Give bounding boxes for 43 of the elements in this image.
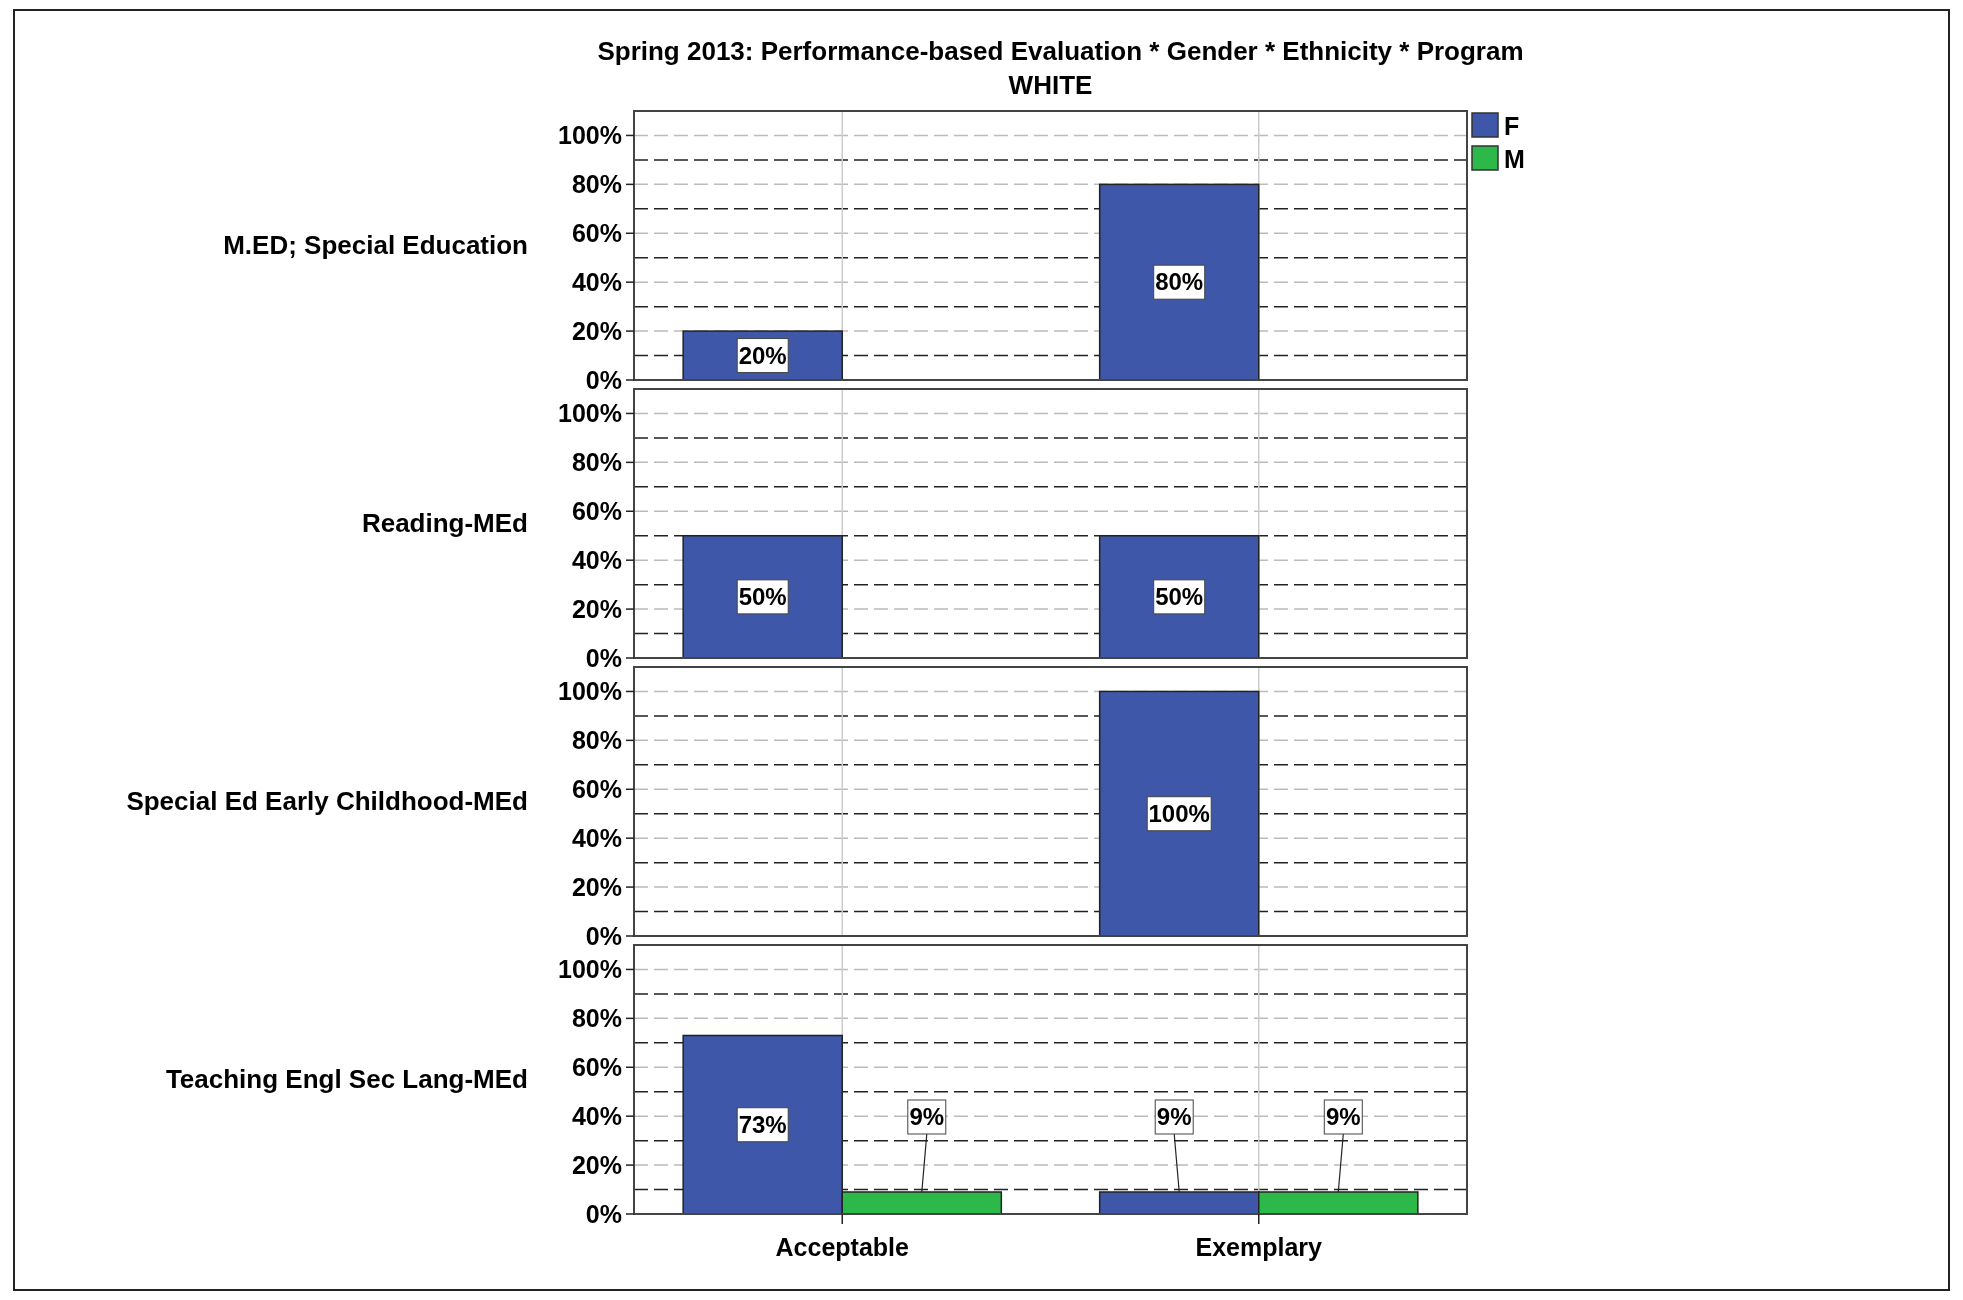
- y-tick-label: 100%: [558, 399, 622, 428]
- y-tick-label: 100%: [558, 955, 622, 984]
- data-label: 80%: [1155, 268, 1204, 296]
- y-tick-label: 0%: [585, 366, 622, 394]
- y-tick-label: 80%: [571, 448, 622, 477]
- y-tick-label: 60%: [571, 497, 622, 526]
- y-tick-label: 100%: [558, 677, 622, 706]
- y-tick-label: 80%: [571, 1004, 622, 1033]
- y-tick-label: 0%: [585, 922, 622, 950]
- y-tick-label: 100%: [558, 121, 622, 150]
- y-tick-label: 40%: [571, 824, 622, 853]
- data-label: 50%: [738, 582, 787, 610]
- data-label: 100%: [1148, 799, 1210, 827]
- y-tick-label: 80%: [571, 726, 622, 755]
- y-axis-title: Teaching Engl Sec Lang-MEd: [165, 1063, 528, 1094]
- x-tick-label: Acceptable: [775, 1233, 910, 1261]
- data-label: 9%: [1325, 1102, 1361, 1130]
- chart-title: Spring 2013: Performance-based Evaluation * Gender * Ethnicity * Program: [597, 36, 1524, 66]
- y-tick-label: 60%: [571, 775, 622, 804]
- chart-subtitle: WHITE: [1008, 70, 1093, 100]
- data-label: 9%: [1156, 1102, 1192, 1130]
- y-tick-label: 60%: [571, 1053, 622, 1082]
- y-tick-label: 20%: [571, 595, 622, 624]
- x-tick-label: Exemplary: [1195, 1233, 1323, 1261]
- y-axis-title: Reading-MEd: [361, 507, 528, 538]
- y-tick-label: 60%: [571, 219, 622, 248]
- y-tick-label: 80%: [571, 170, 622, 199]
- y-tick-label: 20%: [571, 317, 622, 346]
- legend-label: F: [1504, 112, 1520, 140]
- y-tick-label: 0%: [585, 1200, 622, 1228]
- legend-label: M: [1504, 145, 1525, 173]
- data-label: 73%: [738, 1110, 787, 1138]
- y-tick-label: 20%: [571, 873, 622, 902]
- y-axis-title: Special Ed Early Childhood-MEd: [126, 785, 528, 816]
- y-tick-label: 0%: [585, 644, 622, 672]
- y-tick-label: 20%: [571, 1151, 622, 1180]
- y-tick-label: 40%: [571, 1102, 622, 1131]
- data-label: 9%: [909, 1102, 945, 1130]
- data-label: 20%: [738, 341, 787, 369]
- data-label: 50%: [1155, 582, 1204, 610]
- y-tick-label: 40%: [571, 268, 622, 297]
- y-axis-title: M.ED; Special Education: [223, 229, 528, 260]
- y-tick-label: 40%: [571, 546, 622, 575]
